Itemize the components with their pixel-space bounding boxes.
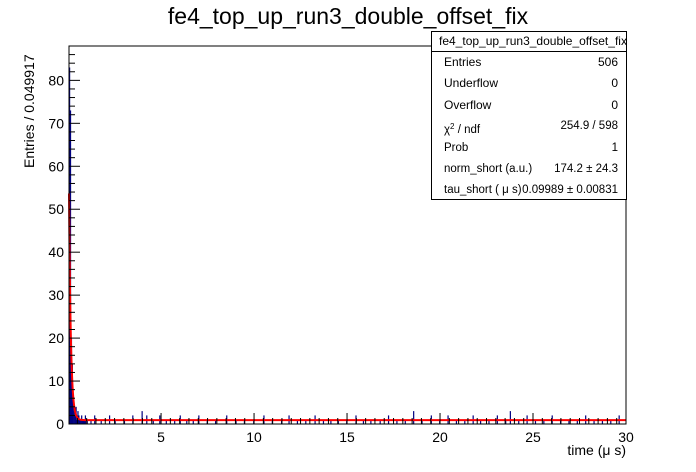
y-tick-label: 80 xyxy=(48,72,64,88)
histogram-bar xyxy=(534,419,537,424)
histogram-bar xyxy=(568,419,570,424)
y-tick-label: 0 xyxy=(56,416,64,432)
x-tick-label: 25 xyxy=(525,429,541,445)
histogram-bar xyxy=(305,419,307,424)
histogram-bar xyxy=(413,411,415,424)
histogram-bar xyxy=(404,419,406,424)
histogram-bar xyxy=(83,419,86,424)
x-tick-label: 15 xyxy=(339,429,355,445)
histogram-bar xyxy=(455,419,458,424)
stats-label: tau_short ( μ s) xyxy=(444,184,522,197)
histogram-bar xyxy=(480,419,482,424)
stats-row-norm-short: norm_short (a.u.) 174.2 ± 24.3 xyxy=(432,159,626,180)
stats-label: Underflow xyxy=(444,76,499,91)
chart-title: fe4_top_up_run3_double_offset_fix xyxy=(167,3,529,29)
x-tick-label: 10 xyxy=(246,429,262,445)
histogram-bar xyxy=(593,419,595,424)
stats-value: 0.09989 ± 0.00831 xyxy=(522,184,618,197)
histogram-bar xyxy=(370,419,372,424)
histogram-bar xyxy=(100,419,102,424)
y-tick-label: 40 xyxy=(48,244,64,260)
histogram-bar xyxy=(73,411,75,424)
y-tick-label: 70 xyxy=(48,115,64,131)
x-axis-label: time (μ s) xyxy=(567,442,626,458)
histogram-bar xyxy=(421,419,423,424)
histogram-bar xyxy=(543,419,545,424)
histogram-bar xyxy=(214,419,217,424)
histogram-bar xyxy=(74,415,76,424)
stats-row-prob: Prob 1 xyxy=(432,138,626,159)
histogram-bar xyxy=(601,419,604,424)
stats-row-underflow: Underflow 0 xyxy=(432,73,626,94)
histogram-bar xyxy=(509,411,511,424)
histogram-bar xyxy=(464,419,466,424)
y-tick-label: 60 xyxy=(48,158,64,174)
histogram-bar xyxy=(610,419,612,424)
histogram-bar xyxy=(379,419,381,424)
stats-row-tau-short: tau_short ( μ s) 0.09989 ± 0.00831 xyxy=(432,180,626,201)
histogram-bar xyxy=(488,419,490,424)
stats-value: 0 xyxy=(611,76,618,91)
fit-curve xyxy=(68,193,626,422)
stats-label: χ2 / ndf xyxy=(444,116,480,141)
histogram-bar xyxy=(165,419,167,424)
x-tick-label: 5 xyxy=(157,429,165,445)
stats-row-chi2: χ2 / ndf 254.9 / 598 xyxy=(432,116,626,137)
histogram-bar xyxy=(330,419,332,424)
chi-symbol: χ xyxy=(444,124,451,137)
histogram-bar xyxy=(90,419,92,424)
stats-value: 0 xyxy=(611,97,618,112)
histogram-bar xyxy=(141,411,143,424)
stats-label: Overflow xyxy=(444,97,492,112)
y-axis-label: Entries / 0.049917 xyxy=(21,54,37,168)
chi-exponent: 2 xyxy=(450,122,455,132)
stats-label: Prob xyxy=(444,141,469,154)
histogram-bar xyxy=(322,419,325,424)
histogram-bar xyxy=(174,419,176,424)
stats-value: 174.2 ± 24.3 xyxy=(554,162,618,175)
y-axis: 0 10 20 30 40 50 60 70 80 xyxy=(48,45,80,432)
histogram-bar xyxy=(296,419,299,424)
histogram-bar xyxy=(235,419,237,424)
histogram-bar xyxy=(123,419,126,424)
histogram-bar xyxy=(505,419,507,424)
stats-row-overflow: Overflow 0 xyxy=(432,95,626,116)
stats-label: norm_short (a.u.) xyxy=(444,162,533,175)
stats-row-entries: Entries 506 xyxy=(432,52,626,73)
histogram-bar xyxy=(337,419,339,424)
x-tick-label: 30 xyxy=(618,429,634,445)
histogram-bar xyxy=(86,419,88,424)
y-tick-label: 30 xyxy=(48,287,64,303)
histogram-bar xyxy=(186,419,188,424)
histogram-bar xyxy=(396,419,398,424)
x-tick-label: 20 xyxy=(432,429,448,445)
stats-value: 254.9 / 598 xyxy=(560,120,618,133)
histogram-bar xyxy=(114,419,116,424)
y-tick-label: 20 xyxy=(48,330,64,346)
histogram-bar xyxy=(79,419,81,424)
histogram-bar xyxy=(192,419,194,424)
histogram-bar xyxy=(82,419,85,424)
histogram-bar xyxy=(72,398,74,424)
histogram-bar xyxy=(80,419,82,424)
stats-label: Entries xyxy=(444,55,482,69)
stats-value: 1 xyxy=(611,141,618,154)
stats-header: fe4_top_up_run3_double_offset_fix xyxy=(432,32,627,52)
histogram-bar xyxy=(576,419,578,424)
histogram-bar xyxy=(152,419,154,424)
chi-tail: / ndf xyxy=(454,124,481,137)
y-tick-label: 10 xyxy=(48,373,64,389)
statistics-box: fe4_top_up_run3_double_offset_fix Entrie… xyxy=(431,31,627,200)
histogram-bar xyxy=(518,419,520,424)
stats-value: 506 xyxy=(597,55,618,69)
histogram-bar xyxy=(82,419,84,424)
x-axis: 5 10 15 20 25 30 xyxy=(76,413,634,445)
histogram-bar xyxy=(362,419,365,424)
y-tick-label: 50 xyxy=(48,201,64,217)
